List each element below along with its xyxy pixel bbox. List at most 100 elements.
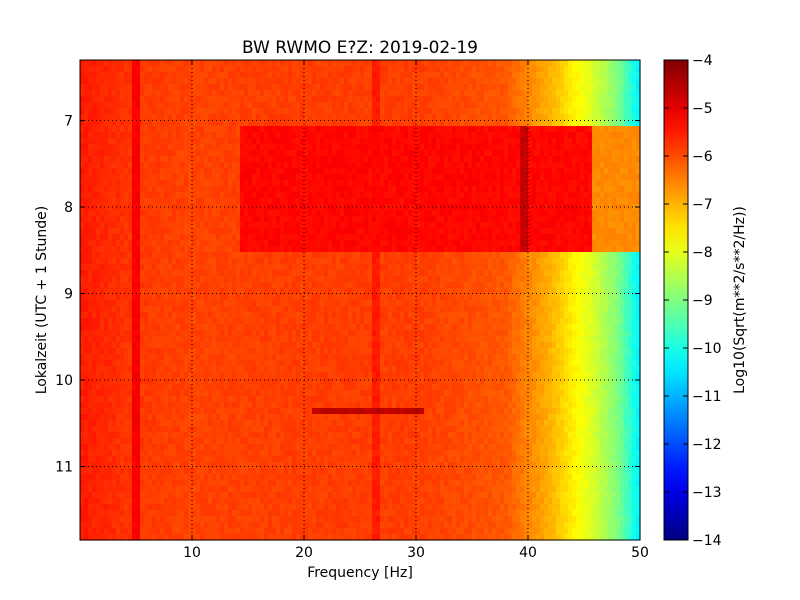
spectrogram-cell [160,204,165,211]
spectrogram-cell [440,72,445,79]
spectrogram-cell [548,216,553,223]
spectrogram-cell [396,174,401,181]
spectrogram-cell [512,228,517,235]
spectrogram-cell [524,180,529,187]
spectrogram-cell [228,78,233,85]
spectrogram-cell [284,114,289,121]
spectrogram-cell [100,198,105,205]
spectrogram-cell [572,264,577,271]
spectrogram-cell [148,156,153,163]
spectrogram-cell [320,108,325,115]
spectrogram-cell [576,102,581,109]
spectrogram-cell [360,150,365,157]
spectrogram-cell [524,150,529,157]
spectrogram-cell [556,222,561,229]
spectrogram-cell [532,198,537,205]
spectrogram-cell [536,60,541,67]
spectrogram-cell [600,186,605,193]
spectrogram-cell [452,234,457,241]
spectrogram-cell [356,246,361,253]
spectrogram-cell [456,198,461,205]
spectrogram-cell [596,96,601,103]
spectrogram-cell [596,198,601,205]
spectrogram-cell [152,138,157,145]
spectrogram-cell [176,270,181,277]
spectrogram-cell [324,108,329,115]
spectrogram-cell [312,156,317,163]
spectrogram-cell [196,108,201,115]
spectrogram-cell [312,66,317,73]
spectrogram-cell [300,120,305,127]
spectrogram-cell [100,258,105,265]
spectrogram-cell [636,102,641,109]
spectrogram-cell [368,120,373,127]
spectrogram-cell [484,240,489,247]
spectrogram-cell [300,66,305,73]
spectrogram-cell [352,246,357,253]
spectrogram-cell [396,252,401,259]
spectrogram-cell [632,198,637,205]
spectrogram-cell [600,246,605,253]
spectrogram-cell [480,126,485,133]
spectrogram-cell [104,168,109,175]
spectrogram-cell [520,228,525,235]
spectrogram-cell [400,138,405,145]
spectrogram-cell [416,114,421,121]
spectrogram-cell [84,102,89,109]
spectrogram-cell [136,90,141,97]
spectrogram-cell [388,198,393,205]
spectrogram-cell [196,270,201,277]
spectrogram-cell [136,156,141,163]
spectrogram-cell [472,264,477,271]
spectrogram-cell [520,240,525,247]
spectrogram-cell [600,162,605,169]
spectrogram-cell [288,204,293,211]
spectrogram-cell [248,204,253,211]
spectrogram-cell [436,114,441,121]
spectrogram-cell [320,144,325,151]
spectrogram-cell [556,264,561,271]
spectrogram-cell [420,258,425,265]
spectrogram-cell [168,204,173,211]
spectrogram-cell [616,144,621,151]
spectrogram-cell [252,186,257,193]
spectrogram-cell [280,114,285,121]
spectrogram-cell [140,90,145,97]
spectrogram-cell [364,222,369,229]
spectrogram-cell [408,120,413,127]
spectrogram-cell [204,144,209,151]
spectrogram-cell [448,246,453,253]
spectrogram-cell [588,216,593,223]
spectrogram-cell [636,264,641,271]
spectrogram-cell [392,114,397,121]
spectrogram-cell [136,246,141,253]
spectrogram-cell [616,78,621,85]
spectrogram-cell [600,72,605,79]
spectrogram-cell [348,72,353,79]
spectrogram-cell [120,180,125,187]
spectrogram-cell [248,216,253,223]
spectrogram-cell [524,102,529,109]
spectrogram-cell [344,96,349,103]
spectrogram-cell [408,156,413,163]
spectrogram-cell [588,168,593,175]
spectrogram-cell [88,180,93,187]
spectrogram-cell [152,102,157,109]
spectrogram-cell [500,108,505,115]
spectrogram-cell [108,108,113,115]
spectrogram-cell [172,108,177,115]
spectrogram-cell [576,156,581,163]
spectrogram-cell [156,60,161,67]
spectrogram-cell [184,138,189,145]
spectrogram-cell [488,66,493,73]
spectrogram-cell [628,204,633,211]
spectrogram-cell [324,96,329,103]
spectrogram-cell [608,162,613,169]
spectrogram-cell [492,126,497,133]
spectrogram-cell [224,222,229,229]
spectrogram-cell [212,102,217,109]
spectrogram-cell [212,168,217,175]
spectrogram-cell [220,156,225,163]
spectrogram-cell [376,258,381,265]
spectrogram-cell [236,180,241,187]
